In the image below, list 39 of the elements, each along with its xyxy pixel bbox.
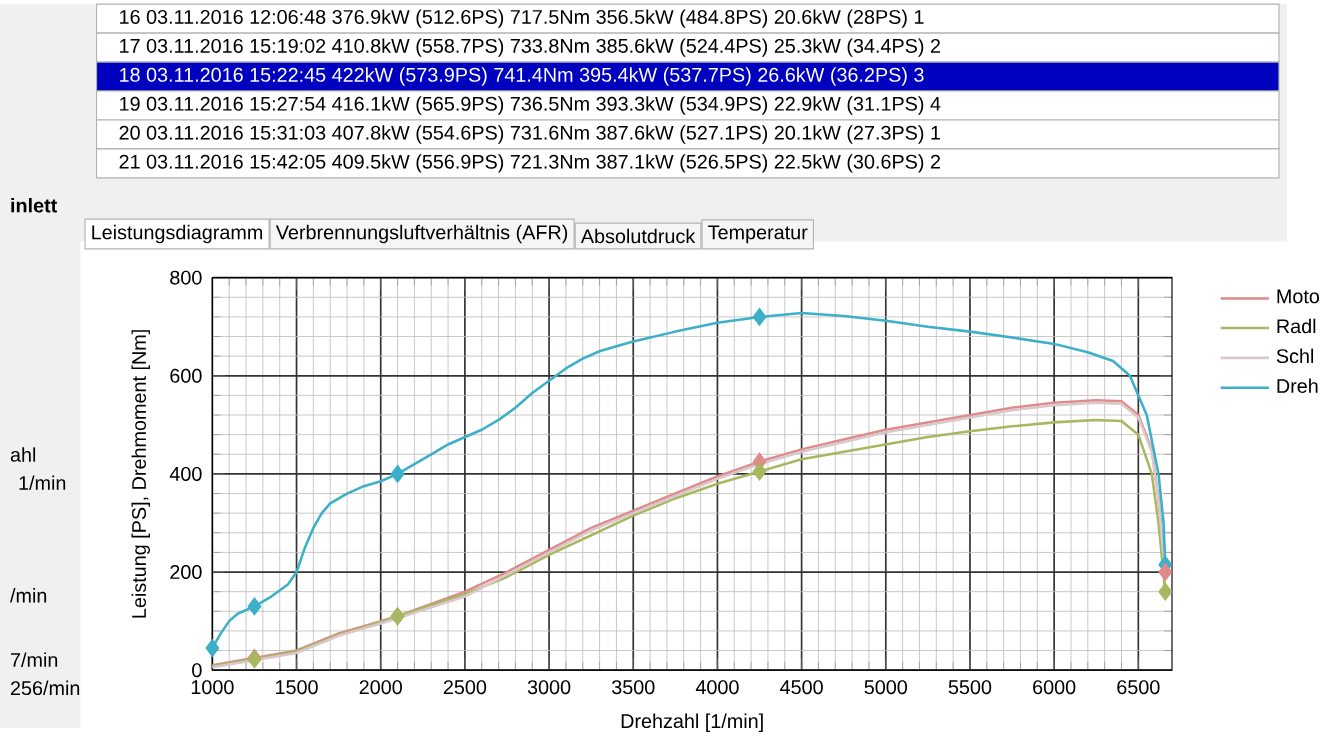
text: 18 03.11.2016 15:22:45 422kW (573.9PS) 741.4Nm 395.4kW (537.7PS) 26.6kW (36.2PS) 3 (120, 67, 924, 86)
text: 19 03.11.2016 15:27:54 416.1kW (565.9PS) 736.5Nm 393.3kW (534.9PS) 22.9kW (31.1PS) 4 (120, 96, 941, 115)
x-tick-label: 4500 (780, 679, 823, 694)
text: /min (10, 587, 47, 603)
y-tick-label: 800 (170, 270, 202, 285)
x-tick-label: 1500 (276, 679, 318, 694)
legend-label: Radl (1277, 318, 1316, 333)
legend-label: Moto (1277, 289, 1320, 304)
x-tick-label: 6000 (1033, 679, 1076, 694)
y-axis-title: Leistung [PS], Drehmoment [Nm] (131, 329, 150, 618)
text: 256/min (10, 680, 80, 695)
y-tick-label: 0 (192, 662, 202, 677)
x-tick-label: 4000 (695, 679, 739, 694)
text: 16 03.11.2016 12:06:48 376.9kW (512.6PS) 717.5Nm 356.5kW (484.8PS) 20.6kW (28PS) 1 (120, 9, 924, 28)
y-tick-label: 200 (170, 564, 202, 579)
y-tick-label: 400 (169, 466, 202, 481)
text: 20 03.11.2016 15:31:03 407.8kW (554.6PS) 731.6Nm 387.6kW (527.1PS) 20.1kW (27.3PS) 1 (119, 125, 940, 144)
x-tick-label: 5000 (864, 679, 908, 694)
x-axis-title: Drehzahl [1/min] (621, 713, 763, 732)
x-tick-label: 3500 (612, 679, 655, 694)
text: Temperatur (708, 225, 808, 244)
x-tick-label: 3000 (527, 679, 571, 694)
x-tick-label: 1000 (191, 679, 234, 694)
text: 21 03.11.2016 15:42:05 409.5kW (556.9PS) 721.3Nm 387.1kW (526.5PS) 22.5kW (30.6PS) 2 (119, 153, 940, 173)
text: Leistungsdiagramm (92, 224, 263, 244)
legend-label: Dreh (1277, 378, 1318, 393)
x-tick-label: 2000 (359, 679, 402, 694)
x-tick-label: 2500 (443, 679, 487, 694)
legend-label: Schl (1276, 348, 1314, 363)
text: ahl (10, 447, 36, 462)
text: 17 03.11.2016 15:19:02 410.8kW (558.7PS) 733.8Nm 385.6kW (524.4PS) 25.3kW (34.4PS) 2 (120, 38, 940, 57)
text: inlett (11, 197, 58, 213)
x-tick-label: 6500 (1117, 679, 1160, 694)
x-tick-label: 5500 (948, 679, 992, 694)
text: Verbrennungsluftverhältnis (AFR) (275, 224, 568, 244)
text: 7/min (11, 652, 58, 667)
text: Absolutdruck (580, 228, 696, 244)
y-tick-label: 600 (170, 368, 202, 383)
text: 1/min (19, 475, 66, 490)
